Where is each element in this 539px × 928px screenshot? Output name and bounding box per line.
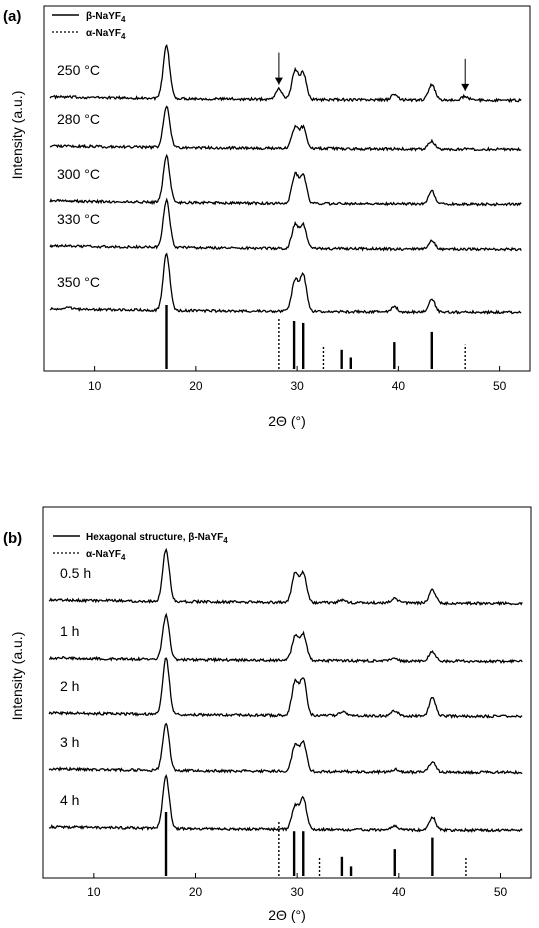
arrow-head <box>461 83 470 91</box>
x-ticks-b: 10 20 30 40 50 <box>87 873 507 899</box>
xrd-trace <box>49 43 522 104</box>
panel-b: (b) Hexagonal structure, β-NaYF4 α-NaYF4… <box>3 506 532 923</box>
legend-b: Hexagonal structure, β-NaYF4 α-NaYF4 <box>53 532 228 562</box>
xrd-trace <box>49 197 522 252</box>
arrow-head <box>274 77 283 85</box>
traces-b: 0.5 h 1 h 2 h 3 h 4 h <box>48 547 523 833</box>
xrd-trace <box>49 105 522 152</box>
y-axis-label-a: Intensity (a.u.) <box>9 91 25 180</box>
xrd-trace <box>48 773 523 833</box>
x-axis-label-a: 2Θ (°) <box>268 413 306 429</box>
xrd-trace <box>49 252 522 315</box>
x-tick-label: 20 <box>189 379 203 393</box>
x-tick-label: 10 <box>87 885 101 899</box>
legend-b-dotted-label: α-NaYF4 <box>86 549 126 562</box>
trace-label: 2 h <box>60 678 79 694</box>
x-tick-label: 40 <box>392 379 406 393</box>
legend-b-solid-label: Hexagonal structure, β-NaYF4 <box>86 532 228 545</box>
x-tick-label: 50 <box>493 379 507 393</box>
reference-lines-a <box>165 305 466 369</box>
plot-frame-b <box>42 506 532 879</box>
panel-a: (a) β-NaYF4 α-NaYF4 250 °C 280 °C 300 °C 33… <box>3 5 531 429</box>
x-ticks-a: 10 20 30 40 50 <box>88 366 507 393</box>
x-tick-label: 20 <box>189 885 203 899</box>
x-tick-label: 40 <box>392 885 406 899</box>
trace-label: 280 °C <box>57 111 100 127</box>
xrd-trace <box>49 612 523 664</box>
trace-label: 300 °C <box>57 166 100 182</box>
xrd-trace <box>49 153 522 207</box>
x-tick-label: 30 <box>290 379 304 393</box>
trace-label: 250 °C <box>57 62 100 78</box>
y-axis-label-b: Intensity (a.u.) <box>9 632 25 721</box>
legend-a-solid-label: β-NaYF4 <box>86 11 126 24</box>
xrd-trace <box>48 657 523 719</box>
trace-label: 1 h <box>60 623 79 639</box>
trace-label: 4 h <box>60 792 79 808</box>
trace-label: 3 h <box>60 734 79 750</box>
plot-frame-a <box>43 5 531 372</box>
xrd-trace <box>48 547 523 607</box>
reference-lines-b <box>164 812 467 876</box>
x-axis-label-b: 2Θ (°) <box>268 907 306 923</box>
legend-a-dotted-label: α-NaYF4 <box>86 28 126 41</box>
legend-a: β-NaYF4 α-NaYF4 <box>52 11 126 41</box>
panel-label-a: (a) <box>3 8 21 25</box>
x-tick-label: 10 <box>88 379 102 393</box>
panel-label-b: (b) <box>3 530 22 547</box>
xrd-trace <box>48 722 523 775</box>
x-tick-label: 30 <box>290 885 304 899</box>
trace-label: 330 °C <box>57 211 100 227</box>
trace-label: 350 °C <box>57 274 100 290</box>
traces-a: 250 °C 280 °C 300 °C 330 °C 350 °C <box>49 43 522 315</box>
x-tick-label: 50 <box>494 885 508 899</box>
trace-label: 0.5 h <box>60 565 91 581</box>
